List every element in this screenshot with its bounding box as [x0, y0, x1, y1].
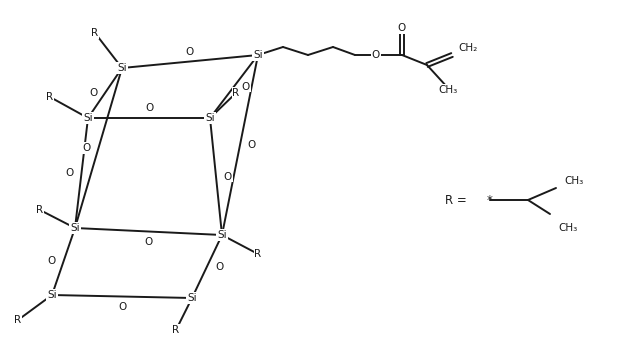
Text: R: R [47, 92, 54, 102]
Text: O: O [118, 301, 126, 312]
Text: O: O [372, 50, 380, 60]
Text: O: O [224, 172, 232, 182]
Text: O: O [215, 261, 223, 271]
Text: R: R [15, 315, 22, 325]
Text: Si: Si [70, 223, 80, 233]
Text: O: O [242, 82, 250, 92]
Text: O: O [248, 140, 256, 150]
Text: Si: Si [217, 230, 227, 240]
Text: CH₃: CH₃ [558, 223, 578, 233]
Text: R =: R = [445, 194, 467, 206]
Text: CH₃: CH₃ [564, 176, 584, 186]
Text: R: R [255, 249, 262, 259]
Text: Si: Si [47, 290, 57, 300]
Text: O: O [47, 257, 56, 267]
Text: Si: Si [253, 50, 263, 60]
Text: CH₃: CH₃ [438, 85, 458, 95]
Text: CH₂: CH₂ [458, 43, 477, 53]
Text: O: O [145, 103, 153, 113]
Text: Si: Si [117, 63, 127, 73]
Text: O: O [83, 143, 91, 153]
Text: R: R [92, 28, 99, 38]
Text: R: R [172, 325, 180, 335]
Text: Si: Si [205, 113, 215, 123]
Text: O: O [65, 168, 74, 178]
Text: R: R [36, 205, 44, 215]
Text: O: O [89, 88, 97, 98]
Text: Si: Si [187, 293, 197, 303]
Text: *: * [487, 194, 493, 206]
Text: R: R [232, 88, 239, 98]
Text: O: O [398, 23, 406, 33]
Text: O: O [145, 237, 152, 247]
Text: O: O [186, 46, 194, 56]
Text: Si: Si [83, 113, 93, 123]
